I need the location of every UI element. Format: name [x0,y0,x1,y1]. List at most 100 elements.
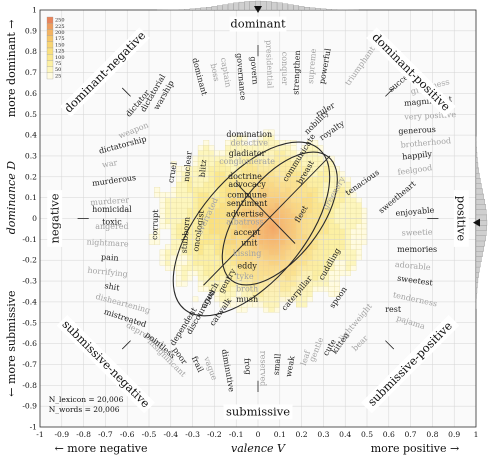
marginal-bar [266,1,271,10]
heatmap-cell [198,182,203,187]
heatmap-cell [345,213,350,218]
y-tick-label: -0.5 [22,318,37,327]
x-tick-label: 0.3 [317,430,329,439]
marginal-bar [184,9,189,10]
heatmap-cell [204,260,209,265]
heatmap-cell [171,234,176,239]
y-tick-label: 0.7 [25,68,37,77]
heatmap-cell [204,187,209,192]
heatmap-cell [198,260,203,265]
heatmap-cell [193,156,198,161]
marginal-bar [223,5,228,10]
heatmap-cell [214,177,219,182]
word-label: corrupt [150,209,160,241]
colorbar-tick-label: 225 [55,24,65,30]
heatmap-cell [313,156,318,161]
heatmap-cell [209,250,214,255]
heatmap-cell [356,208,361,213]
heatmap-cell [182,260,187,265]
heatmap-cell [334,265,339,270]
heatmap-cell [340,192,345,197]
colorbar-cell [47,17,53,23]
heatmap-cell [351,239,356,244]
heatmap-cell [160,203,165,208]
marginal-bar [228,4,233,10]
marginal-bar [476,236,486,241]
heatmap-cell [176,271,181,276]
marginal-bar [476,241,485,246]
heatmap-cell [351,255,356,260]
heatmap-cell [334,213,339,218]
word-label: eddy [237,261,257,270]
marginal-bar [476,267,479,272]
direction-label: dominant [230,17,286,31]
heatmap-cell [345,229,350,234]
x-tick-label: -0.8 [76,430,91,439]
y-tick-label: -0.2 [22,256,37,265]
word-label: blitz [198,159,209,177]
heatmap-cell [182,255,187,260]
marginal-bar [476,194,484,199]
heatmap-cell [356,213,361,218]
heatmap-cell [345,265,350,270]
x-tick-label: -0.6 [120,430,135,439]
heatmap-cell [176,208,181,213]
y-tick-label: 1 [32,6,37,15]
heatmap-cell [209,245,214,250]
heatmap-cell [351,234,356,239]
heatmap-cell [209,255,214,260]
marginal-bar [239,2,244,10]
word-label: toxic [102,218,122,227]
heatmap-cell [242,307,247,312]
word-label: memories [397,245,437,254]
heatmap-cell [176,192,181,197]
heatmap-cell [187,276,192,281]
heatmap-cell [160,255,165,260]
heatmap-cell [171,208,176,213]
x-tick-label: 0 [256,430,261,439]
heatmap-cell [171,224,176,229]
heatmap-cell [351,260,356,265]
heatmap-cell [165,213,170,218]
x-tick-label: 0.5 [361,430,373,439]
heatmap-cell [334,271,339,276]
heatmap-cell [182,187,187,192]
heatmap-cell [340,271,345,276]
heatmap-cell [176,213,181,218]
heatmap-cell [356,219,361,224]
heatmap-cell [176,187,181,192]
colorbar-tick-label: 100 [55,55,65,61]
heatmap-cell [340,208,345,213]
heatmap-cell [329,276,334,281]
marginal-bar [476,157,477,162]
heatmap-cell [193,265,198,270]
y-tick-label: -0.8 [22,381,37,390]
heatmap-cell [204,265,209,270]
x-tick-label: -0.2 [207,430,222,439]
word-label: detective [231,138,269,147]
colorbar-tick-label: 75 [55,61,61,67]
heatmap-cell [345,255,350,260]
heatmap-cell [323,166,328,171]
word-label: reserved [258,351,267,387]
x-tick-label: 1 [474,430,479,439]
colorbar-cell [47,23,53,29]
heatmap-cell [356,234,361,239]
marginal-bar [212,6,217,10]
x-tick-label: -1 [36,430,43,439]
marginal-bar [476,215,487,220]
colorbar-cell [47,36,53,42]
marginal-bar [250,1,255,10]
y-tick-label: 0.9 [25,26,37,35]
heatmap-cell [340,229,345,234]
colorbar-tick-label: 250 [55,18,65,24]
heatmap-cell [165,203,170,208]
heatmap-cell [198,265,203,270]
heatmap-cell [334,234,339,239]
marginal-bar [206,7,211,10]
x-axis-label-left: ← more negative [55,442,148,455]
marginal-bar [310,8,315,10]
word-label: albatross [226,218,263,227]
marginal-bar [476,168,479,173]
